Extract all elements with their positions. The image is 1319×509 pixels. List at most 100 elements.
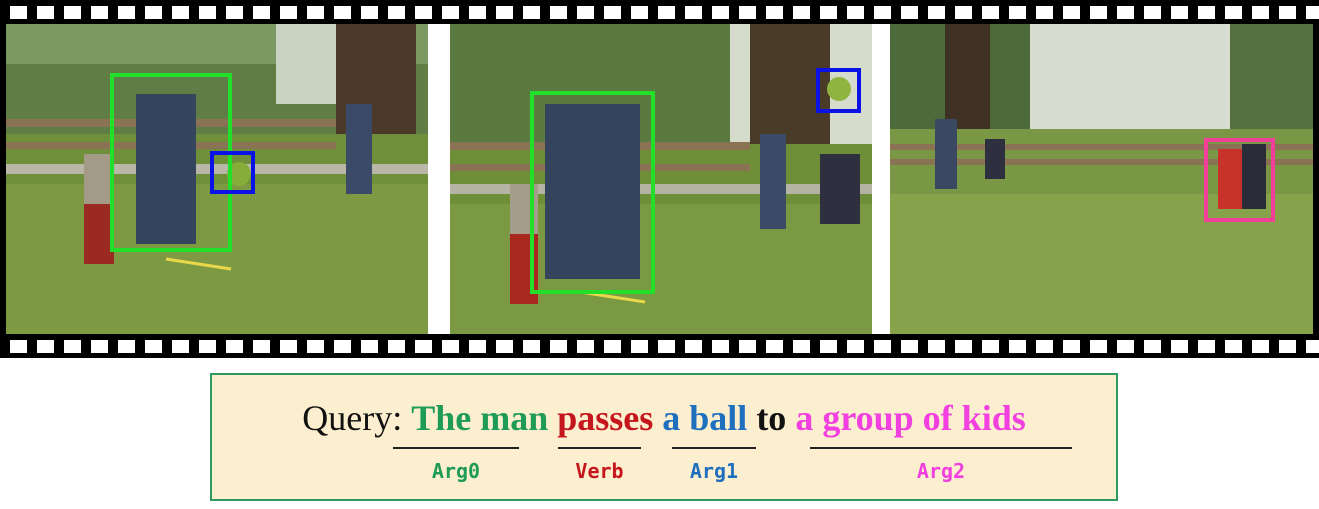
film-perforation xyxy=(442,339,459,353)
query-panel: Query: The man passes a ball to a group … xyxy=(210,373,1118,501)
film-perforation xyxy=(1306,339,1319,353)
film-perforation xyxy=(1036,339,1053,353)
film-perforation xyxy=(1063,5,1080,19)
film-perforation xyxy=(361,339,378,353)
role-label-arg0: Arg0 xyxy=(431,459,481,483)
film-perforation xyxy=(1198,339,1215,353)
film-perforation xyxy=(766,339,783,353)
film-perforation xyxy=(10,339,27,353)
film-perforation xyxy=(1144,339,1161,353)
film-perforation xyxy=(1252,339,1269,353)
film-perforation xyxy=(415,5,432,19)
film-perforation xyxy=(469,339,486,353)
film-perforation xyxy=(1144,5,1161,19)
film-perforation xyxy=(1225,5,1242,19)
film-perforation xyxy=(1279,339,1296,353)
film-perforation xyxy=(982,5,999,19)
film-perforation xyxy=(955,5,972,19)
film-perforation xyxy=(1171,5,1188,19)
film-perforation xyxy=(1225,339,1242,353)
film-perforation xyxy=(496,339,513,353)
film-perforation xyxy=(64,5,81,19)
film-perforation xyxy=(739,5,756,19)
film-perforation xyxy=(901,5,918,19)
query-arg1-phrase: a ball xyxy=(662,398,748,438)
role-label-verb: Verb xyxy=(575,459,624,483)
film-perforation xyxy=(91,339,108,353)
bbox-arg2-frame-3 xyxy=(1204,138,1275,222)
frame-divider-1 xyxy=(428,24,450,334)
film-perforations-top xyxy=(0,0,1319,24)
query-sentence: Query: The man passes a ball to a group … xyxy=(212,397,1116,439)
film-perforation xyxy=(226,339,243,353)
film-perforation xyxy=(145,5,162,19)
film-perforation xyxy=(1252,5,1269,19)
film-perforation xyxy=(307,339,324,353)
film-perforation xyxy=(577,339,594,353)
film-perforation xyxy=(388,5,405,19)
film-perforation xyxy=(118,5,135,19)
underline-arg0 xyxy=(393,447,519,449)
film-perforation xyxy=(1009,5,1026,19)
film-perforation xyxy=(658,339,675,353)
film-perforation xyxy=(820,5,837,19)
video-frame-3 xyxy=(890,24,1313,334)
film-perforation xyxy=(523,339,540,353)
film-perforation xyxy=(685,5,702,19)
underline-arg1 xyxy=(672,447,756,449)
underline-arg2 xyxy=(810,447,1072,449)
film-perforation xyxy=(712,339,729,353)
query-to-word: to xyxy=(756,398,787,438)
film-perforation xyxy=(1279,5,1296,19)
film-perforation xyxy=(37,339,54,353)
film-perforation xyxy=(91,5,108,19)
film-perforation xyxy=(604,339,621,353)
role-label-arg2: Arg2 xyxy=(916,459,966,483)
film-perforation xyxy=(172,5,189,19)
film-perforation xyxy=(253,339,270,353)
query-arg0-phrase: The man xyxy=(411,398,549,438)
bbox-arg1-frame-1 xyxy=(210,151,255,194)
film-perforation xyxy=(253,5,270,19)
query-arg2-phrase: a group of kids xyxy=(795,398,1026,438)
film-perforation xyxy=(928,339,945,353)
video-frame-1 xyxy=(6,24,428,334)
film-perforations-bottom xyxy=(0,334,1319,358)
bbox-arg0-frame-2 xyxy=(530,91,655,294)
film-perforation xyxy=(37,5,54,19)
film-perforation xyxy=(1063,339,1080,353)
film-perforation xyxy=(145,339,162,353)
film-perforation xyxy=(1090,339,1107,353)
film-perforation xyxy=(199,5,216,19)
film-perforation xyxy=(118,339,135,353)
film-perforation xyxy=(928,5,945,19)
bbox-arg0-frame-1 xyxy=(110,73,232,252)
film-perforation xyxy=(1117,5,1134,19)
frame-divider-2 xyxy=(872,24,890,334)
film-strip xyxy=(0,0,1319,358)
film-perforation xyxy=(280,339,297,353)
film-perforation xyxy=(1036,5,1053,19)
film-perforation xyxy=(469,5,486,19)
role-label-arg1: Arg1 xyxy=(689,459,739,483)
video-frame-2 xyxy=(450,24,872,334)
film-perforation xyxy=(226,5,243,19)
film-perforation xyxy=(631,5,648,19)
film-perforation xyxy=(388,339,405,353)
film-perforation xyxy=(523,5,540,19)
film-perforation xyxy=(334,5,351,19)
film-perforation xyxy=(847,5,864,19)
film-perforation xyxy=(901,339,918,353)
film-perforation xyxy=(496,5,513,19)
film-perforation xyxy=(550,339,567,353)
film-perforation xyxy=(334,339,351,353)
bbox-arg1-frame-2 xyxy=(816,68,861,113)
film-perforation xyxy=(793,339,810,353)
film-perforation xyxy=(820,339,837,353)
film-perforation xyxy=(1198,5,1215,19)
film-perforation xyxy=(280,5,297,19)
film-perforation xyxy=(1171,339,1188,353)
film-perforation xyxy=(1090,5,1107,19)
film-perforation xyxy=(361,5,378,19)
film-perforation xyxy=(766,5,783,19)
